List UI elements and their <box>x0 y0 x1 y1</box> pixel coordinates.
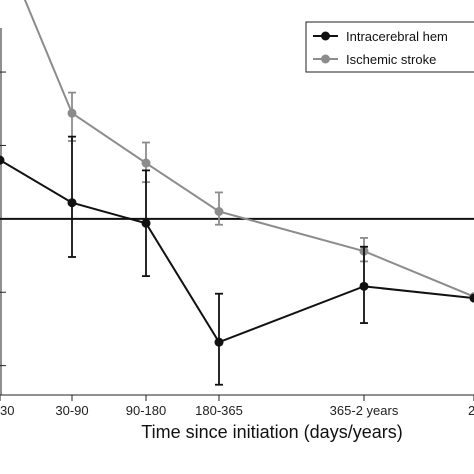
x-axis-title: Time since initiation (days/years) <box>141 422 402 442</box>
data-point <box>141 158 151 168</box>
x-tick-label: 30-90 <box>55 403 88 418</box>
data-point <box>214 337 224 347</box>
legend-marker-ischemic <box>321 54 330 64</box>
legend-label-intracerebral: Intracerebral hem <box>346 29 448 44</box>
axis-layer: 30 30-90 90-180 180-365 365-2 years 2 <box>0 28 474 418</box>
data-point <box>359 281 369 291</box>
legend-label-ischemic: Ischemic stroke <box>346 52 436 67</box>
legend-marker-intracerebral <box>321 31 330 41</box>
series-line <box>0 159 474 344</box>
data-point <box>469 293 474 303</box>
data-point <box>0 155 5 165</box>
data-point <box>214 207 224 216</box>
x-tick-label: 30 <box>0 403 14 418</box>
legend-box <box>305 21 474 73</box>
legend: Intracerebral hem Ischemic stroke <box>305 21 474 73</box>
series-intracerebral <box>0 135 474 386</box>
data-point <box>67 108 77 118</box>
x-tick-label: 180-365 <box>195 403 243 418</box>
series-layer <box>0 0 474 386</box>
x-tick-label: 90-180 <box>126 403 166 418</box>
x-tick-label: 2 <box>468 403 474 418</box>
series-line <box>23 0 474 298</box>
data-point <box>67 198 77 208</box>
x-tick-label: 365-2 years <box>330 403 399 418</box>
data-point <box>141 218 151 228</box>
